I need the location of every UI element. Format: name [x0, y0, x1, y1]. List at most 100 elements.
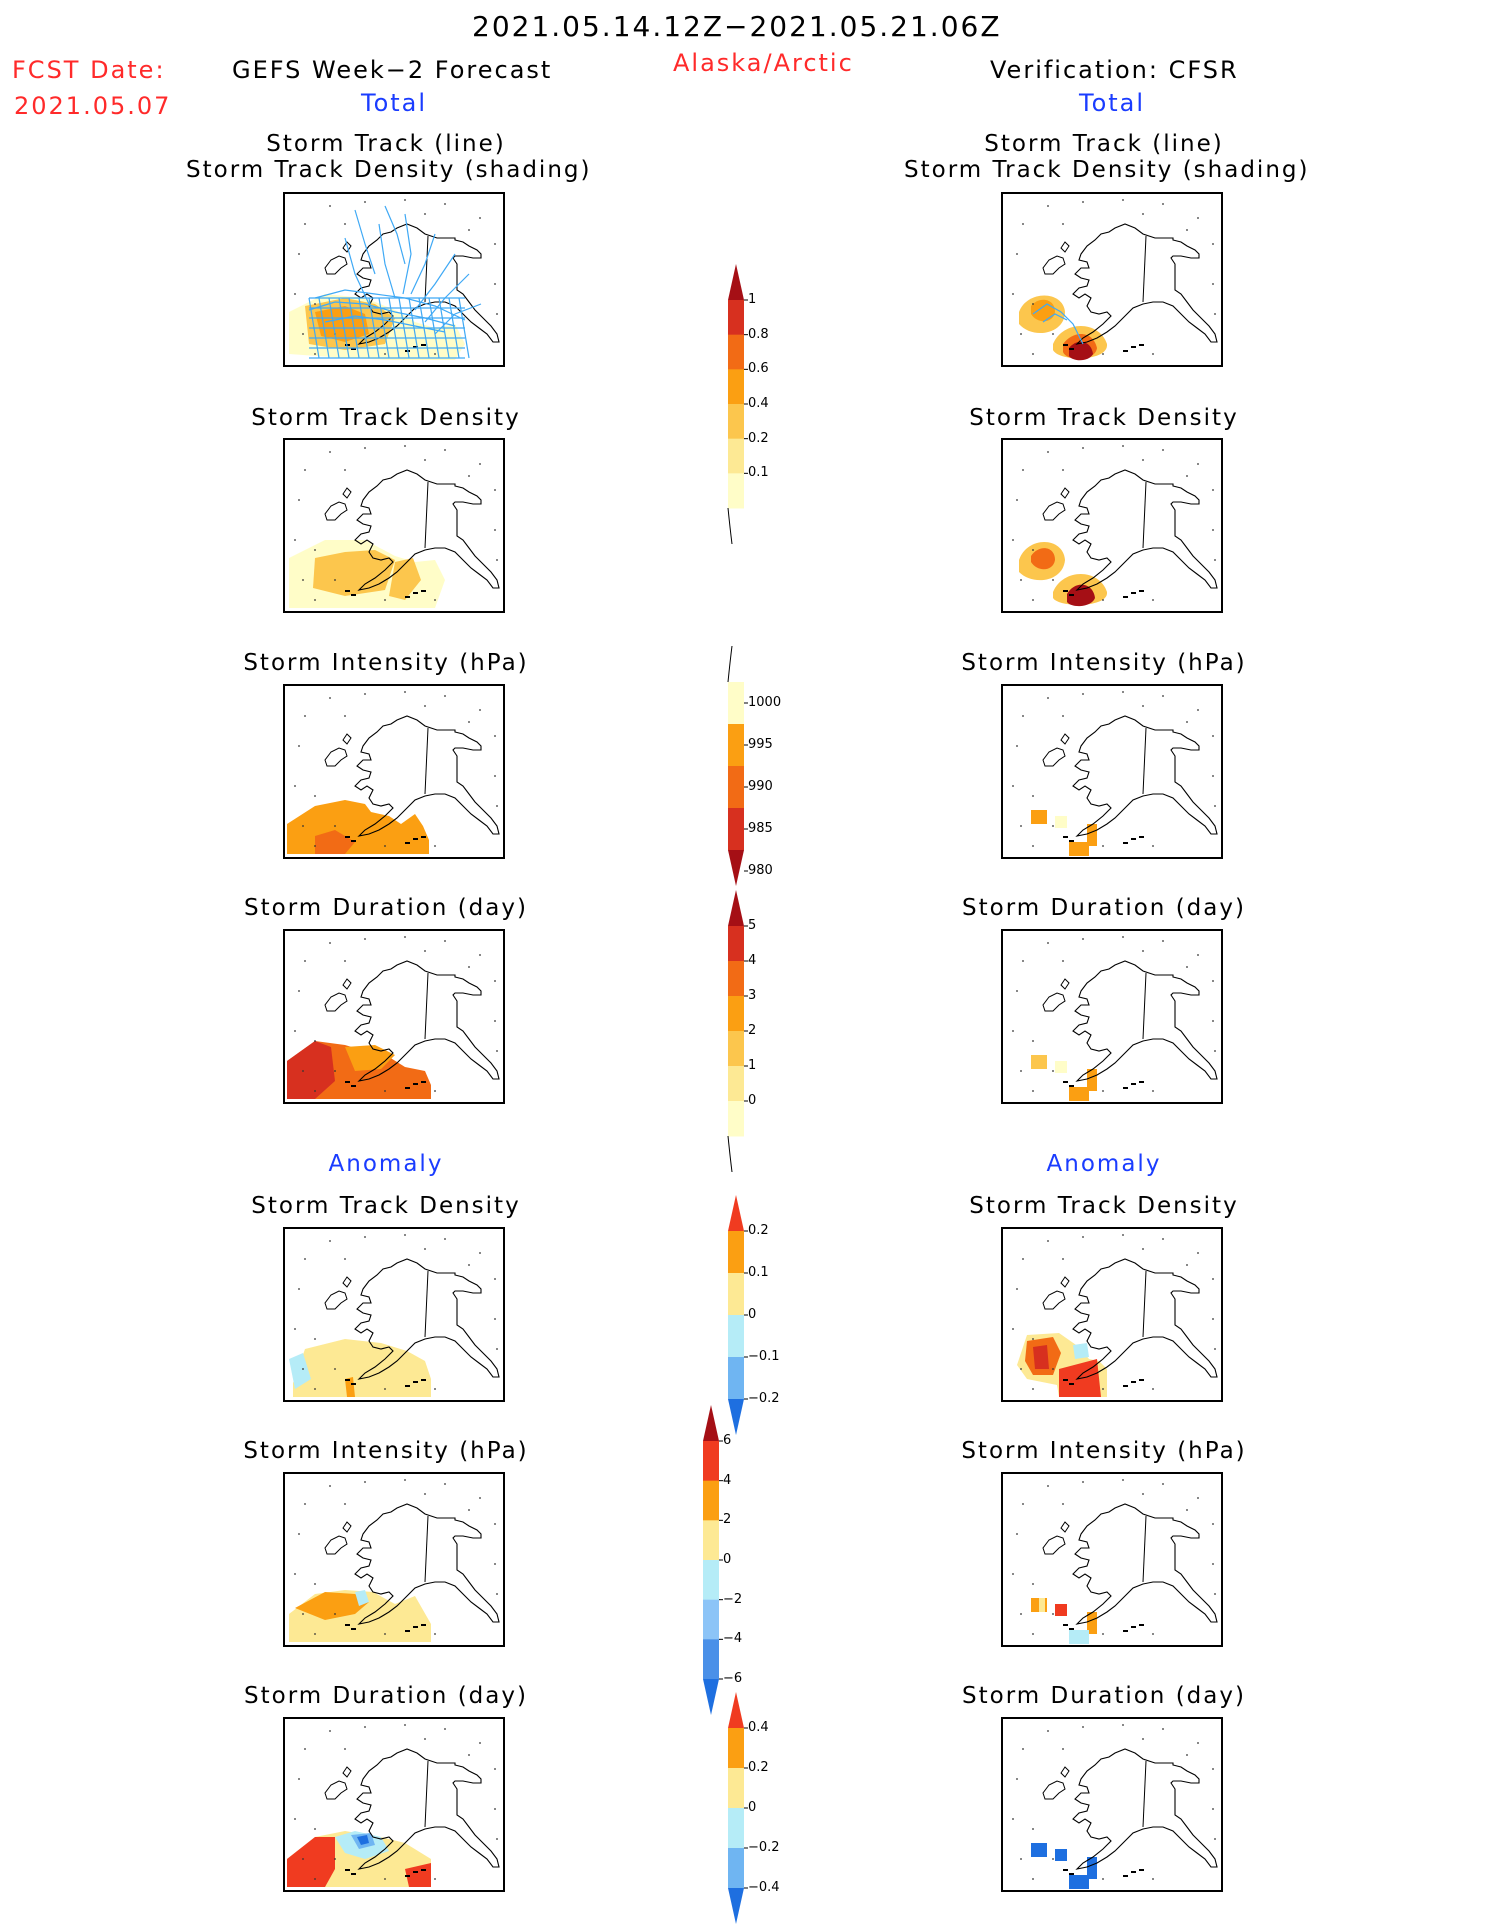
colorbar-top-arrow	[728, 1692, 744, 1728]
colorbar-swatch	[728, 1848, 744, 1889]
colorbar-tick-label: 1	[748, 292, 757, 307]
colorbar-tick-label: −0.4	[748, 1880, 780, 1895]
colorbar-bottom-arrow	[728, 850, 744, 886]
colorbar-swatch	[728, 1066, 744, 1102]
right-anom-intensity-map	[1001, 1472, 1223, 1647]
colorbar-tick-label: 4	[723, 1472, 732, 1488]
colorbar-intensity-anomaly: 6 4 2 0 −2 −4 −6	[697, 1405, 777, 1715]
colorbar-swatch	[703, 1520, 719, 1561]
colorbar-top-arrow	[728, 890, 744, 926]
colorbar-intensity-total: 1000 995 990 985 980	[722, 645, 802, 886]
left-anom-density-map	[283, 1227, 505, 1402]
colorbar-tick-label: 0.6	[748, 361, 769, 377]
colorbar-swatch	[703, 1441, 719, 1482]
right-anom-density-map	[1001, 1227, 1223, 1402]
colorbar-duration-total: 5 4 3 2 1 0	[722, 890, 802, 1173]
left-track-shading-title: Storm Track Density (shading)	[186, 157, 592, 183]
colorbar-bottom-arrow	[728, 1888, 744, 1924]
left-total-label: Total	[361, 89, 428, 117]
colorbar-tick-label: −6	[723, 1671, 743, 1686]
alaska-coastline	[1072, 1258, 1218, 1380]
map-graphic	[287, 936, 500, 1099]
right-intensity-title: Storm Intensity (hPa)	[961, 650, 1247, 676]
colorbar-tick-label: 995	[748, 737, 773, 752]
right-intensity-map	[1001, 684, 1223, 859]
colorbar-swatch	[728, 1768, 744, 1809]
colorbar-density-anomaly: 0.2 0.1 0 −0.1 −0.2	[722, 1195, 802, 1435]
colorbar-top-arrow	[728, 1195, 744, 1231]
colorbar-tick-label: 0	[748, 1800, 757, 1815]
left-intensity-map	[283, 684, 505, 859]
left-anom-duration-title: Storm Duration (day)	[244, 1683, 528, 1709]
colorbar-tick-label: 0	[723, 1552, 732, 1567]
colorbar-swatch	[703, 1560, 719, 1601]
right-anom-duration-map	[1001, 1717, 1223, 1892]
colorbar-swatch	[703, 1480, 719, 1521]
right-total-label: Total	[1079, 89, 1146, 117]
colorbar-tick-label: 0.2	[748, 1760, 769, 1775]
right-track-shading-title: Storm Track Density (shading)	[904, 157, 1310, 183]
colorbar-tick-label: 3	[748, 988, 757, 1003]
map-graphic	[289, 199, 500, 360]
alaska-coastline	[354, 223, 500, 345]
colorbar-tick-label: 2	[723, 1512, 732, 1528]
alaska-coastline	[354, 960, 500, 1082]
colorbar-tick-label: 4	[748, 953, 757, 968]
right-column-title: Verification: CFSR	[990, 56, 1239, 84]
colorbar-swatch	[728, 926, 744, 962]
colorbar-swatch	[728, 1031, 744, 1067]
left-density-map	[283, 438, 505, 613]
colorbar-top-arrow	[728, 264, 744, 300]
left-density-title: Storm Track Density	[251, 405, 521, 431]
left-anom-intensity-map	[283, 1472, 505, 1647]
colorbar-tick-label: 2	[748, 1023, 757, 1038]
map-graphic	[287, 1724, 500, 1887]
fcst-date-label: FCST Date:	[12, 56, 166, 84]
left-intensity-title: Storm Intensity (hPa)	[243, 650, 529, 676]
colorbar-tick-label: 985	[748, 821, 773, 836]
colorbar-tick-label: 0.2	[748, 1223, 769, 1238]
left-duration-map	[283, 929, 505, 1104]
colorbar-graphic	[703, 1405, 723, 1715]
colorbar-tick-label: 0.2	[748, 430, 769, 446]
alaska-coastline	[354, 1748, 500, 1870]
colorbar-bottom-arrow	[703, 1679, 719, 1715]
colorbar-swatch	[728, 1808, 744, 1849]
colorbar-swatch	[703, 1639, 719, 1680]
colorbar-graphic	[728, 1692, 748, 1924]
map-graphic	[1012, 1234, 1218, 1397]
left-anom-density-title: Storm Track Density	[251, 1193, 521, 1219]
colorbar-tick-label: 0.1	[748, 1265, 769, 1280]
colorbar-graphic	[727, 264, 748, 545]
colorbar-tick-label: 0.1	[748, 465, 769, 481]
colorbar-tick-label: 990	[748, 779, 773, 794]
left-anom-duration-map	[283, 1717, 505, 1892]
right-duration-map	[1001, 929, 1223, 1104]
right-track-map	[1001, 192, 1223, 367]
alaska-coastline	[1072, 1748, 1218, 1870]
right-density-map	[1001, 438, 1223, 613]
colorbar-tick-label: −0.2	[748, 1840, 780, 1855]
colorbar-tick-label: 0.4	[748, 396, 769, 411]
alaska-coastline	[1072, 715, 1218, 837]
alaska-coastline	[1072, 960, 1218, 1082]
alaska-coastline	[354, 715, 500, 837]
colorbar-swatch	[728, 682, 744, 725]
colorbar-swatch	[728, 369, 744, 405]
colorbar-graphic	[727, 890, 748, 1173]
colorbar-graphic	[728, 1195, 748, 1435]
alaska-coastline	[1072, 469, 1218, 591]
fcst-date-value: 2021.05.07	[14, 92, 172, 120]
right-anomaly-label: Anomaly	[1046, 1151, 1162, 1177]
left-track-map	[283, 192, 505, 367]
colorbar-swatch	[728, 1315, 744, 1358]
colorbar-tick-label: −2	[723, 1591, 743, 1607]
alaska-coastline	[1072, 223, 1218, 345]
period-title: 2021.05.14.12Z−2021.05.21.06Z	[472, 10, 1002, 43]
region-title: Alaska/Arctic	[673, 49, 854, 77]
colorbar-tick-label: 6	[723, 1433, 732, 1448]
colorbar-swatch	[728, 404, 744, 440]
colorbar-tick-label: −4	[723, 1631, 743, 1647]
colorbar-top-arrow	[703, 1405, 719, 1441]
left-column-title: GEFS Week−2 Forecast	[232, 56, 553, 84]
